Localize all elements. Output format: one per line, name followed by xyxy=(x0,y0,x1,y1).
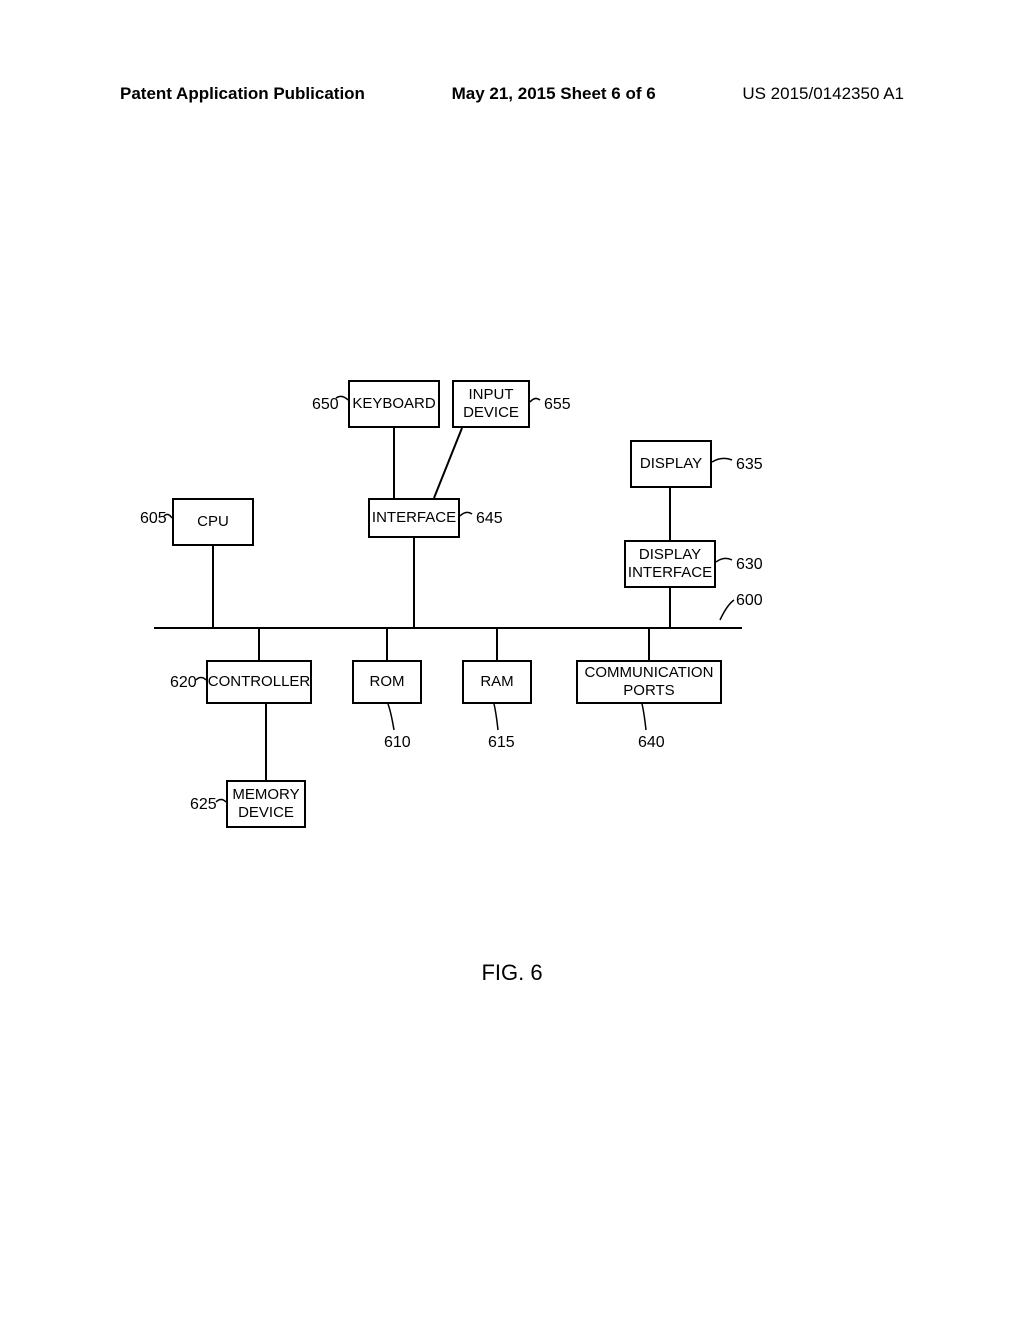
ref-number: 635 xyxy=(736,456,763,474)
header-mid: May 21, 2015 Sheet 6 of 6 xyxy=(452,84,656,104)
block-display: DISPLAY xyxy=(630,440,712,488)
block-input-device: INPUTDEVICE xyxy=(452,380,530,428)
ref-number: 615 xyxy=(488,734,515,752)
ref-number: 610 xyxy=(384,734,411,752)
block-comm-ports: COMMUNICATIONPORTS xyxy=(576,660,722,704)
block-cpu: CPU xyxy=(172,498,254,546)
ref-number: 630 xyxy=(736,556,763,574)
ref-number: 605 xyxy=(140,510,167,528)
ref-number: 640 xyxy=(638,734,665,752)
block-ram: RAM xyxy=(462,660,532,704)
block-interface: INTERFACE xyxy=(368,498,460,538)
block-display-int: DISPLAYINTERFACE xyxy=(624,540,716,588)
ref-number: 620 xyxy=(170,674,197,692)
ref-number: 655 xyxy=(544,396,571,414)
block-memory-device: MEMORYDEVICE xyxy=(226,780,306,828)
block-controller: CONTROLLER xyxy=(206,660,312,704)
header-left: Patent Application Publication xyxy=(120,84,365,104)
block-diagram: 650 655 635 605 645 630 600 620 610 615 640 625 KEYB… xyxy=(140,380,880,930)
connectors-layer xyxy=(140,380,880,930)
ref-number: 625 xyxy=(190,796,217,814)
block-rom: ROM xyxy=(352,660,422,704)
ref-number: 645 xyxy=(476,510,503,528)
header-right: US 2015/0142350 A1 xyxy=(742,84,904,104)
figure-label: FIG. 6 xyxy=(481,960,542,986)
block-keyboard: KEYBOARD xyxy=(348,380,440,428)
ref-number: 600 xyxy=(736,592,763,610)
page-header: Patent Application Publication May 21, 2… xyxy=(0,84,1024,104)
ref-number: 650 xyxy=(312,396,339,414)
